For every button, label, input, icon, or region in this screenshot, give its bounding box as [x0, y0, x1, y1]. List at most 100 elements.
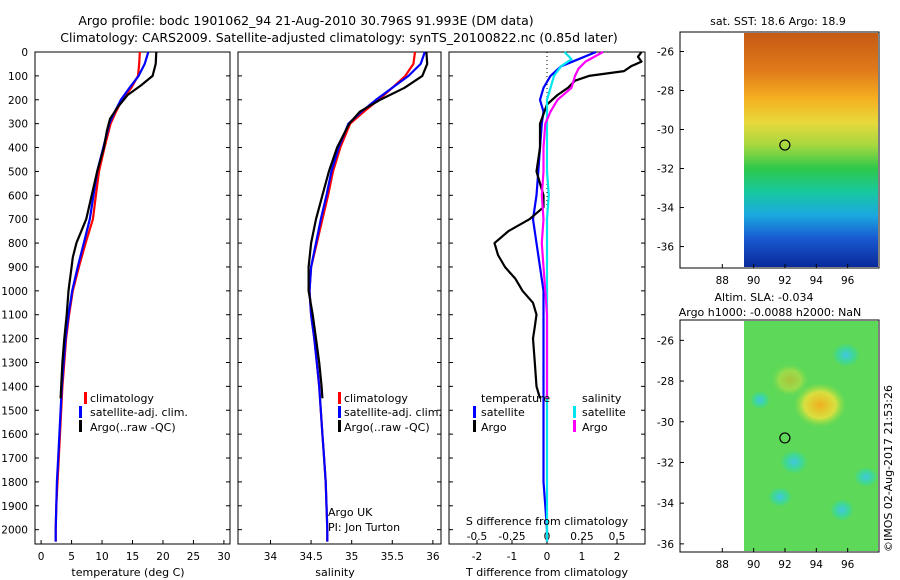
s-diff-tick-label: 0.5 [609, 531, 626, 543]
salinity-axes [237, 51, 442, 545]
depth-tick-label: 1500 [1, 405, 28, 417]
header-line-2: Climatology: CARS2009. Satellite-adjuste… [60, 30, 617, 45]
float-position-marker [779, 432, 791, 444]
series-line-difference-s-satellite [545, 51, 573, 542]
lon-tick-label: 94 [810, 275, 824, 287]
header-line-1: Argo profile: bodc 1901062_94 21-Aug-201… [78, 13, 533, 28]
lat-tick-label: -32 [657, 164, 674, 176]
series-line-salinity-satellite-adj-clim- [308, 51, 426, 542]
x-tick-label: 0 [38, 551, 45, 563]
legend-swatch-argo [79, 420, 82, 432]
legend-swatch-argo [338, 420, 341, 432]
x-tick-label: 30 [217, 551, 230, 563]
legend-label-s-satellite: satellite [582, 406, 626, 419]
legend-swatch-satellite [338, 406, 341, 418]
x-tick-label: 0 [544, 551, 551, 563]
series-layer [54, 50, 643, 542]
map-axis-ticks: -26 -28 -30 -32 -34 -36 88 90 92 94 96 -26 -28 -30 -32… [657, 47, 855, 571]
x-tick-label: 35 [345, 551, 358, 563]
lon-tick-label: 96 [841, 559, 855, 571]
lat-tick-label: -34 [657, 203, 674, 215]
lat-tick-label: -34 [657, 498, 674, 510]
depth-tick-label: 1900 [1, 501, 28, 513]
depth-tick-label: 2000 [1, 525, 28, 537]
sla-map-title-2: Argo h1000: -0.0088 h2000: NaN [679, 306, 862, 319]
salinity-xlabel: salinity [315, 566, 355, 579]
x-tick-label: -1 [507, 551, 517, 563]
depth-tick-label: 1200 [1, 334, 28, 346]
sst-field [744, 33, 878, 267]
depth-tick-label: 400 [8, 143, 28, 155]
x-axis-ticks: 0 5 10 15 20 25 30 34 34.5 35 35.5 36 -2 -1 0 1 2 -0.5 -0.… [38, 531, 626, 563]
lat-tick-label: -32 [657, 457, 674, 469]
lat-tick-label: -30 [657, 417, 674, 429]
sla-map-title-1: Altim. SLA: -0.034 [714, 291, 813, 304]
sla-map-axes [679, 319, 880, 553]
depth-tick-label: 700 [8, 214, 28, 226]
series-line-difference-t-satellite [531, 50, 597, 542]
depth-tick-label: 1000 [1, 286, 28, 298]
sla-field [744, 321, 878, 551]
lat-tick-label: -26 [657, 47, 674, 59]
x-tick-label: 15 [126, 551, 139, 563]
t-diff-xlabel: T difference from climatology [465, 566, 628, 579]
depth-tick-label: 800 [8, 238, 28, 250]
series-line-difference-t-argo [493, 51, 643, 399]
x-tick-label: 25 [187, 551, 200, 563]
legend-title-salinity: salinity [582, 392, 622, 405]
depth-tick-label: 600 [8, 190, 28, 202]
series-line-difference-s-argo [540, 51, 604, 399]
lon-tick-label: 92 [778, 275, 791, 287]
lon-tick-label: 96 [841, 275, 855, 287]
sst-map-title: sat. SST: 18.6 Argo: 18.9 [710, 15, 846, 28]
lat-tick-label: -30 [657, 125, 674, 137]
depth-tick-label: 200 [8, 95, 28, 107]
series-line-temperature-satellite-adj-clim- [54, 51, 150, 542]
legend-swatch-t-satellite [473, 406, 476, 418]
lat-tick-label: -28 [657, 86, 674, 98]
temperature-axes [34, 51, 231, 545]
temperature-xlabel: temperature (deg C) [71, 566, 184, 579]
pi-label: PI: Jon Turton [328, 521, 400, 534]
legend-swatch-s-argo [573, 420, 576, 432]
legend-label-satellite: satellite-adj. clim. [90, 406, 188, 419]
legend-label-climatology: climatology [344, 392, 408, 405]
x-tick-label: 35.5 [381, 551, 404, 563]
depth-tick-label: 1600 [1, 429, 28, 441]
depth-tick-label: 300 [8, 119, 28, 131]
s-diff-tick-label: -0.5 [467, 531, 488, 543]
depth-tick-label: 1100 [1, 310, 28, 322]
lon-tick-label: 90 [747, 559, 760, 571]
legend-label-t-satellite: satellite [481, 406, 525, 419]
depth-tick-label: 0 [21, 47, 28, 59]
lat-tick-label: -36 [657, 539, 674, 551]
depth-tick-label: 1800 [1, 477, 28, 489]
x-tick-label: 20 [156, 551, 169, 563]
depth-tick-label: 900 [8, 262, 28, 274]
depth-tick-label: 1300 [1, 357, 28, 369]
legend-title-temperature: temperature [481, 392, 550, 405]
depth-tick-label: 1700 [1, 453, 28, 465]
legend-label-satellite: satellite-adj. clim. [344, 406, 442, 419]
x-tick-label: 36 [426, 551, 440, 563]
x-tick-label: 2 [614, 551, 621, 563]
depth-tick-label: 1400 [1, 381, 28, 393]
lon-tick-label: 90 [747, 275, 760, 287]
legend-label-climatology: climatology [90, 392, 154, 405]
legend-label-t-argo: Argo [481, 421, 507, 434]
legend-label-argo: Argo(..raw -QC) [90, 421, 176, 434]
difference-legend: temperature salinity satellite Argo sate… [473, 392, 626, 434]
salinity-legend: climatology satellite-adj. clim. Argo(..… [338, 392, 442, 434]
series-line-salinity-argo [307, 51, 429, 399]
lon-tick-label: 88 [716, 559, 729, 571]
footer-stamp: ©IMOS 02-Aug-2017 21:53:26 [882, 385, 895, 552]
series-line-temperature-argo [59, 51, 158, 399]
float-position-marker [779, 139, 791, 151]
legend-swatch-climatology [338, 392, 341, 404]
lat-tick-label: -28 [657, 376, 674, 388]
legend-swatch-climatology [84, 392, 87, 404]
lat-tick-label: -36 [657, 242, 674, 254]
sst-map-axes [679, 31, 880, 269]
s-diff-tick-label: -0.25 [498, 531, 525, 543]
